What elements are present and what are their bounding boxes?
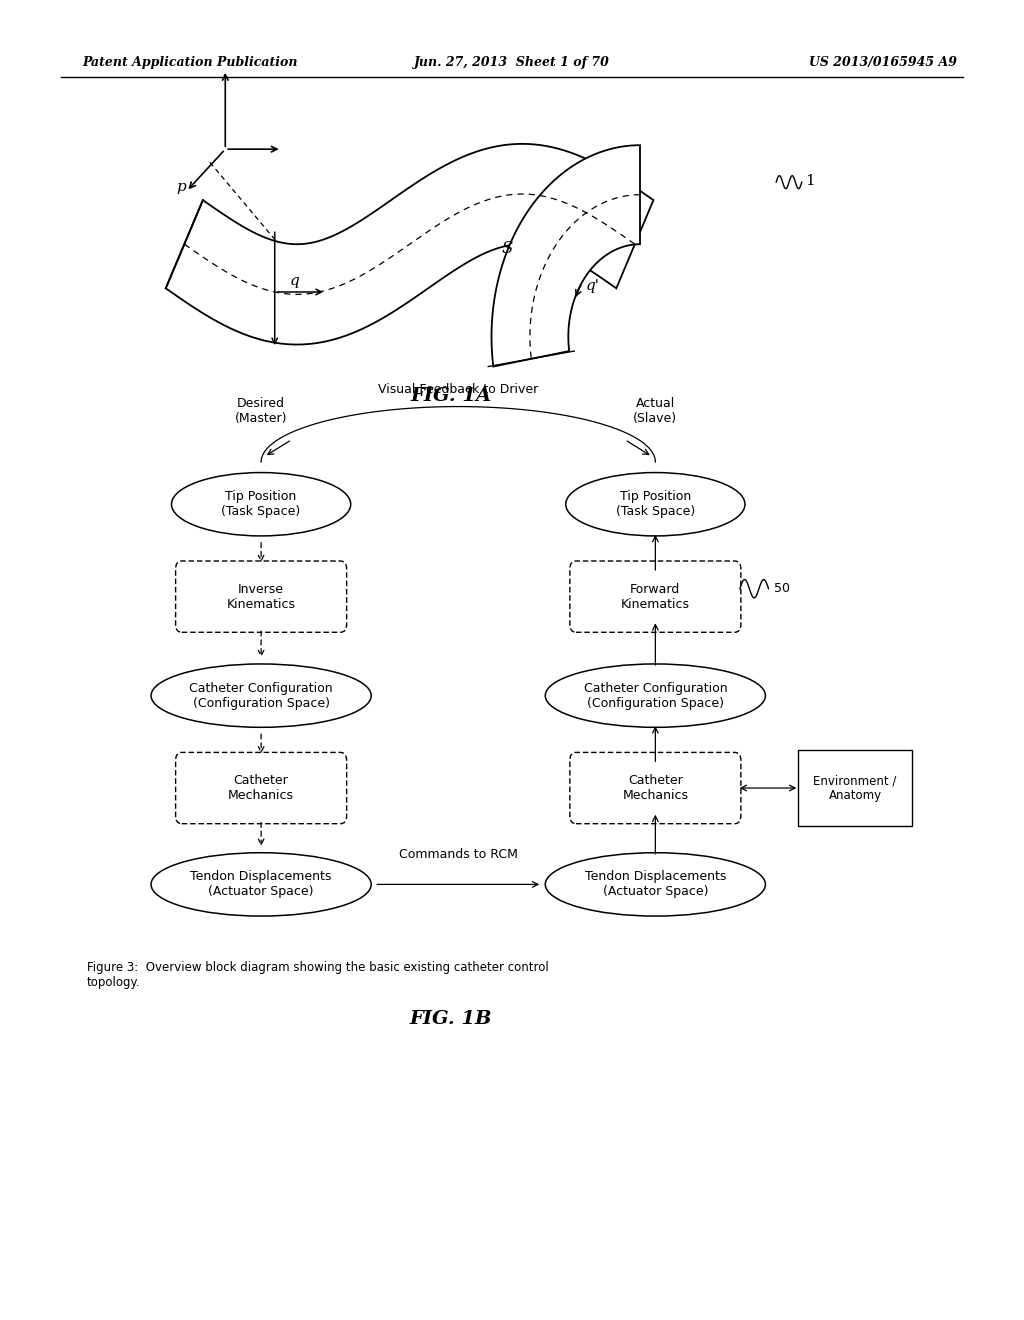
Text: Patent Application Publication: Patent Application Publication (82, 55, 297, 69)
Text: p: p (176, 181, 186, 194)
Text: Commands to RCM: Commands to RCM (398, 847, 518, 861)
Text: Environment /
Anatomy: Environment / Anatomy (813, 774, 897, 803)
Text: Figure 3:  Overview block diagram showing the basic existing catheter control
to: Figure 3: Overview block diagram showing… (87, 961, 549, 989)
Text: Catheter Configuration
(Configuration Space): Catheter Configuration (Configuration Sp… (189, 681, 333, 710)
Text: US 2013/0165945 A9: US 2013/0165945 A9 (809, 55, 957, 69)
Text: q: q (290, 275, 300, 288)
Ellipse shape (565, 473, 745, 536)
Ellipse shape (152, 853, 372, 916)
Text: S: S (502, 240, 513, 257)
Text: Catheter
Mechanics: Catheter Mechanics (623, 774, 688, 803)
Text: Inverse
Kinematics: Inverse Kinematics (226, 582, 296, 611)
FancyBboxPatch shape (569, 561, 741, 632)
Text: FIG. 1B: FIG. 1B (410, 1010, 492, 1028)
FancyBboxPatch shape (176, 561, 346, 632)
Text: Actual
(Slave): Actual (Slave) (633, 397, 678, 425)
Text: Tip Position
(Task Space): Tip Position (Task Space) (615, 490, 695, 519)
Text: Tendon Displacements
(Actuator Space): Tendon Displacements (Actuator Space) (585, 870, 726, 899)
Text: 50: 50 (774, 582, 790, 595)
Text: Forward
Kinematics: Forward Kinematics (621, 582, 690, 611)
Text: Visual Feedback to Driver: Visual Feedback to Driver (378, 383, 539, 396)
Polygon shape (492, 145, 640, 367)
Ellipse shape (152, 664, 372, 727)
Text: Jun. 27, 2013  Sheet 1 of 70: Jun. 27, 2013 Sheet 1 of 70 (414, 55, 610, 69)
Polygon shape (166, 144, 653, 345)
FancyBboxPatch shape (176, 752, 346, 824)
Text: Desired
(Master): Desired (Master) (234, 397, 288, 425)
Ellipse shape (545, 664, 766, 727)
Text: Catheter Configuration
(Configuration Space): Catheter Configuration (Configuration Sp… (584, 681, 727, 710)
Text: Tendon Displacements
(Actuator Space): Tendon Displacements (Actuator Space) (190, 870, 332, 899)
Text: Catheter
Mechanics: Catheter Mechanics (228, 774, 294, 803)
FancyBboxPatch shape (569, 752, 741, 824)
Text: Tip Position
(Task Space): Tip Position (Task Space) (221, 490, 301, 519)
Text: 1: 1 (805, 174, 815, 187)
FancyBboxPatch shape (799, 750, 911, 826)
Ellipse shape (171, 473, 350, 536)
Ellipse shape (545, 853, 766, 916)
Text: FIG. 1A: FIG. 1A (410, 387, 492, 405)
Text: q': q' (585, 280, 599, 293)
